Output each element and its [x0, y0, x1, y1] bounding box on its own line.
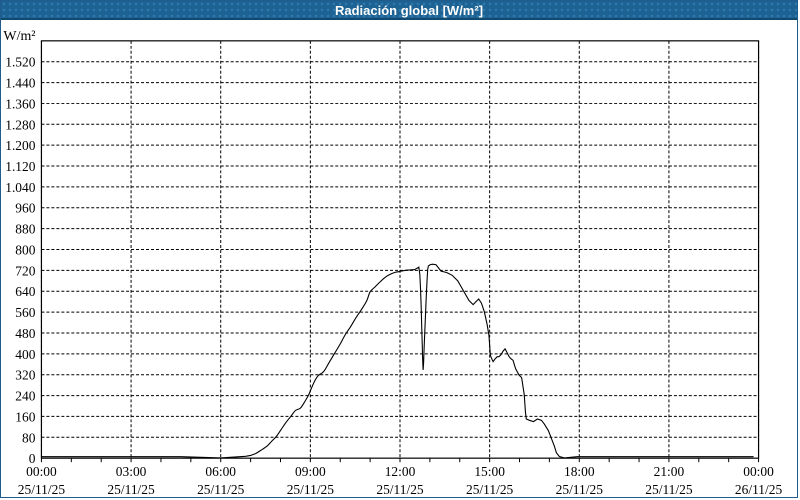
svg-text:1.360: 1.360: [5, 96, 36, 111]
svg-text:640: 640: [15, 284, 35, 299]
svg-text:15:00: 15:00: [474, 464, 505, 479]
svg-text:720: 720: [15, 263, 35, 278]
svg-text:480: 480: [15, 326, 35, 341]
svg-text:18:00: 18:00: [564, 464, 595, 479]
svg-text:25/11/25: 25/11/25: [197, 482, 245, 497]
svg-text:25/11/25: 25/11/25: [645, 482, 693, 497]
svg-text:25/11/25: 25/11/25: [287, 482, 335, 497]
svg-text:12:00: 12:00: [385, 464, 416, 479]
svg-text:25/11/25: 25/11/25: [376, 482, 424, 497]
svg-text:1.520: 1.520: [5, 55, 36, 70]
svg-text:400: 400: [15, 347, 35, 362]
svg-text:1.120: 1.120: [5, 159, 36, 174]
svg-text:320: 320: [15, 368, 35, 383]
svg-text:25/11/25: 25/11/25: [107, 482, 155, 497]
svg-text:25/11/25: 25/11/25: [466, 482, 514, 497]
svg-text:25/11/25: 25/11/25: [18, 482, 66, 497]
svg-text:21:00: 21:00: [654, 464, 685, 479]
svg-text:09:00: 09:00: [295, 464, 326, 479]
svg-text:80: 80: [22, 430, 36, 445]
svg-text:1.200: 1.200: [5, 138, 36, 153]
svg-text:26/11/25: 26/11/25: [735, 482, 783, 497]
svg-text:800: 800: [15, 242, 35, 257]
svg-text:160: 160: [15, 409, 35, 424]
svg-text:03:00: 03:00: [116, 464, 147, 479]
svg-text:1.280: 1.280: [5, 117, 36, 132]
svg-text:560: 560: [15, 305, 35, 320]
svg-text:240: 240: [15, 389, 35, 404]
svg-text:00:00: 00:00: [26, 464, 57, 479]
svg-text:W/m²: W/m²: [3, 29, 35, 44]
svg-text:880: 880: [15, 222, 35, 237]
svg-text:960: 960: [15, 201, 35, 216]
svg-text:1.440: 1.440: [5, 76, 36, 91]
svg-text:1.040: 1.040: [5, 180, 36, 195]
svg-text:25/11/25: 25/11/25: [556, 482, 604, 497]
svg-text:06:00: 06:00: [205, 464, 236, 479]
svg-text:00:00: 00:00: [743, 464, 774, 479]
